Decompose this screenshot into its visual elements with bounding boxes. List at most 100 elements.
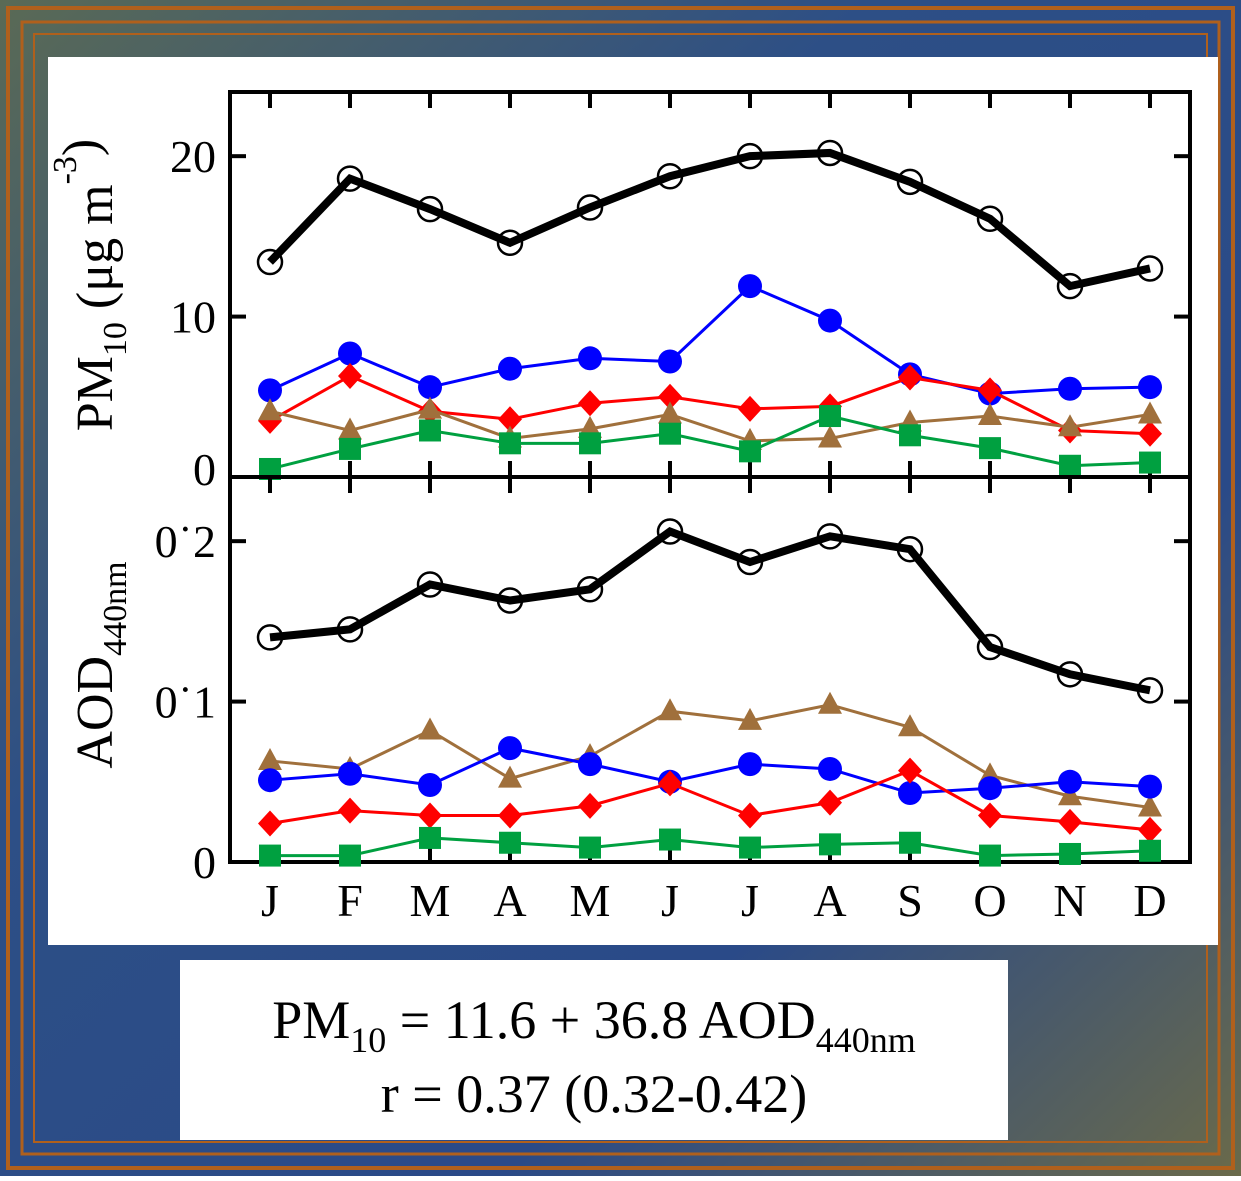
marker [738, 395, 762, 422]
marker [658, 770, 682, 797]
marker [818, 425, 842, 448]
marker [1138, 401, 1162, 424]
marker [818, 756, 842, 781]
marker [418, 717, 442, 740]
x-tick-label: S [897, 875, 923, 926]
marker [899, 831, 921, 854]
marker [576, 576, 604, 603]
marker [898, 757, 922, 784]
x-tick-label: J [261, 875, 279, 926]
marker [1139, 839, 1161, 862]
marker [739, 440, 761, 463]
y-label-part: ) [53, 139, 110, 156]
marker [819, 833, 841, 856]
marker [1056, 661, 1084, 688]
marker [736, 142, 764, 170]
marker [1058, 808, 1082, 835]
marker [658, 349, 682, 374]
y-axis-label: AOD440nm [67, 561, 134, 768]
marker [659, 422, 681, 445]
marker [976, 205, 1004, 232]
marker [816, 523, 844, 550]
marker [898, 364, 922, 391]
marker [1138, 816, 1162, 843]
marker [659, 828, 681, 851]
marker [256, 248, 284, 276]
eq-sub: 440nm [816, 1020, 916, 1060]
y-tick-label: 0˙1 [155, 677, 216, 728]
marker [656, 162, 684, 190]
marker [578, 346, 602, 371]
marker [498, 356, 522, 381]
marker [1138, 774, 1162, 799]
x-tick-label: N [1053, 875, 1086, 926]
marker [416, 571, 444, 598]
plot-frame [228, 475, 1192, 864]
marker [738, 707, 762, 730]
marker [496, 229, 524, 257]
series-line [269, 284, 1151, 396]
x-tick-label: M [570, 875, 611, 926]
x-tick-label: M [410, 875, 451, 926]
marker [338, 797, 362, 824]
marker [818, 308, 842, 333]
marker [336, 616, 364, 643]
marker [1058, 376, 1082, 401]
marker [1136, 677, 1164, 704]
marker [418, 375, 442, 400]
marker [976, 633, 1004, 661]
marker [656, 518, 684, 545]
y-axis-label: PM10 (μg m-3) [47, 139, 134, 431]
marker [579, 432, 601, 455]
marker [338, 761, 362, 786]
correlation: r = 0.37 (0.32-0.42) [381, 1064, 807, 1124]
marker [419, 826, 441, 849]
x-tick-label: A [813, 875, 846, 926]
y-tick-label: 0 [193, 444, 216, 495]
marker [418, 802, 442, 829]
y-label-part: PM [67, 356, 124, 431]
x-tick-label: O [973, 875, 1006, 926]
marker [498, 406, 522, 433]
frame [20, 20, 1221, 1156]
marker [739, 836, 761, 859]
marker [896, 168, 924, 196]
marker [576, 194, 604, 221]
marker [498, 802, 522, 829]
marker [499, 432, 521, 455]
marker [339, 437, 361, 460]
marker [258, 747, 282, 770]
marker [498, 765, 522, 788]
series-line [269, 768, 1151, 832]
marker [738, 274, 762, 299]
marker [979, 437, 1001, 460]
series-line [269, 414, 1151, 471]
equation-box [180, 960, 1008, 1140]
series-line [269, 527, 1151, 695]
marker [1059, 842, 1081, 865]
series-line [269, 703, 1151, 809]
y-label-sub: 10 [97, 322, 134, 356]
marker [496, 587, 524, 614]
y-tick-label: 0 [193, 837, 216, 888]
marker [738, 802, 762, 829]
x-tick-label: A [493, 875, 526, 926]
marker [898, 781, 922, 806]
series-line [269, 374, 1151, 436]
eq-sub: 10 [350, 1020, 386, 1060]
marker [658, 698, 682, 721]
marker [1058, 414, 1082, 437]
series-line [270, 836, 1151, 858]
eq-part: = 11.6 + 36.8 AOD [386, 990, 815, 1050]
marker [258, 378, 282, 403]
chart-panel [48, 57, 1218, 945]
marker [499, 831, 521, 854]
marker [978, 802, 1002, 829]
y-label-part: AOD [67, 656, 124, 769]
marker [336, 165, 364, 192]
marker [578, 792, 602, 819]
marker [898, 714, 922, 737]
marker [1136, 255, 1164, 282]
